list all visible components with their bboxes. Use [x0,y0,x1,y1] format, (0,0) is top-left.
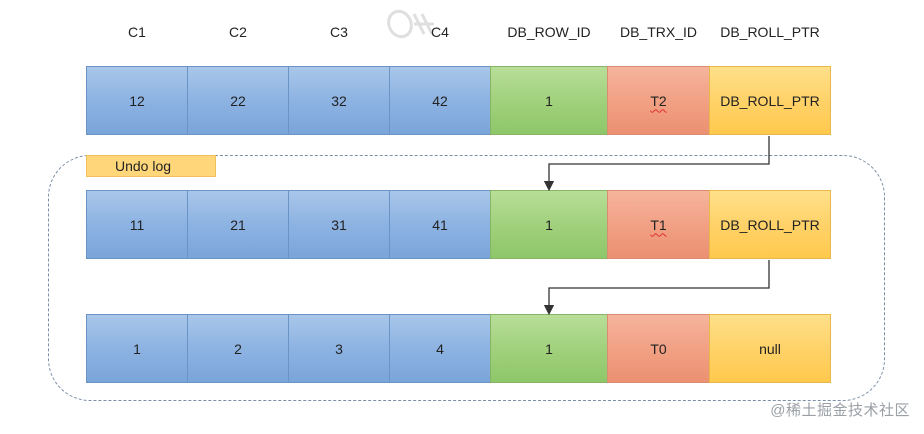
cell-db-roll-ptr: DB_ROLL_PTR [709,66,831,135]
cell-c3: 3 [288,314,390,383]
cell-c2: 2 [187,314,289,383]
header-db-roll-ptr: DB_ROLL_PTR [720,24,820,40]
cell-c1: 11 [86,190,188,259]
cell-db-trx-id-text: T2 [650,92,667,109]
cell-c1: 1 [86,314,188,383]
undo-log-group [48,155,885,401]
header-db-row-id: DB_ROW_ID [507,24,591,40]
cell-db-row-id: 1 [490,66,608,135]
roll-ptr-arrow-1 [543,136,770,192]
header-c3: C3 [330,24,348,40]
cell-db-trx-id: T0 [607,314,710,383]
undo-log-label: Undo log [86,155,216,177]
header-c2: C2 [229,24,247,40]
watermark-text: @稀土掘金技术社区 [770,402,910,419]
cell-c1: 12 [86,66,188,135]
cell-c4: 4 [389,314,491,383]
cell-db-roll-ptr: DB_ROLL_PTR [709,190,831,259]
cell-db-trx-id-text: T1 [650,216,667,233]
cell-c3: 31 [288,190,390,259]
undo-row-1: 11 21 31 41 1 T1 DB_ROLL_PTR [86,190,831,259]
cell-db-row-id: 1 [490,314,608,383]
header-c4: C4 [431,24,449,40]
undo-row-2: 1 2 3 4 1 T0 null [86,314,831,383]
roll-ptr-arrow-2 [543,260,770,316]
cell-db-trx-id: T2 [607,66,710,135]
watermark-logo-icon [387,9,434,39]
cell-db-roll-ptr: null [709,314,831,383]
cell-c2: 21 [187,190,289,259]
cell-c2: 22 [187,66,289,135]
cell-c3: 32 [288,66,390,135]
header-c1: C1 [128,24,146,40]
header-db-trx-id: DB_TRX_ID [619,24,698,40]
current-row: 12 22 32 42 1 T2 DB_ROLL_PTR [86,66,831,135]
cell-c4: 42 [389,66,491,135]
